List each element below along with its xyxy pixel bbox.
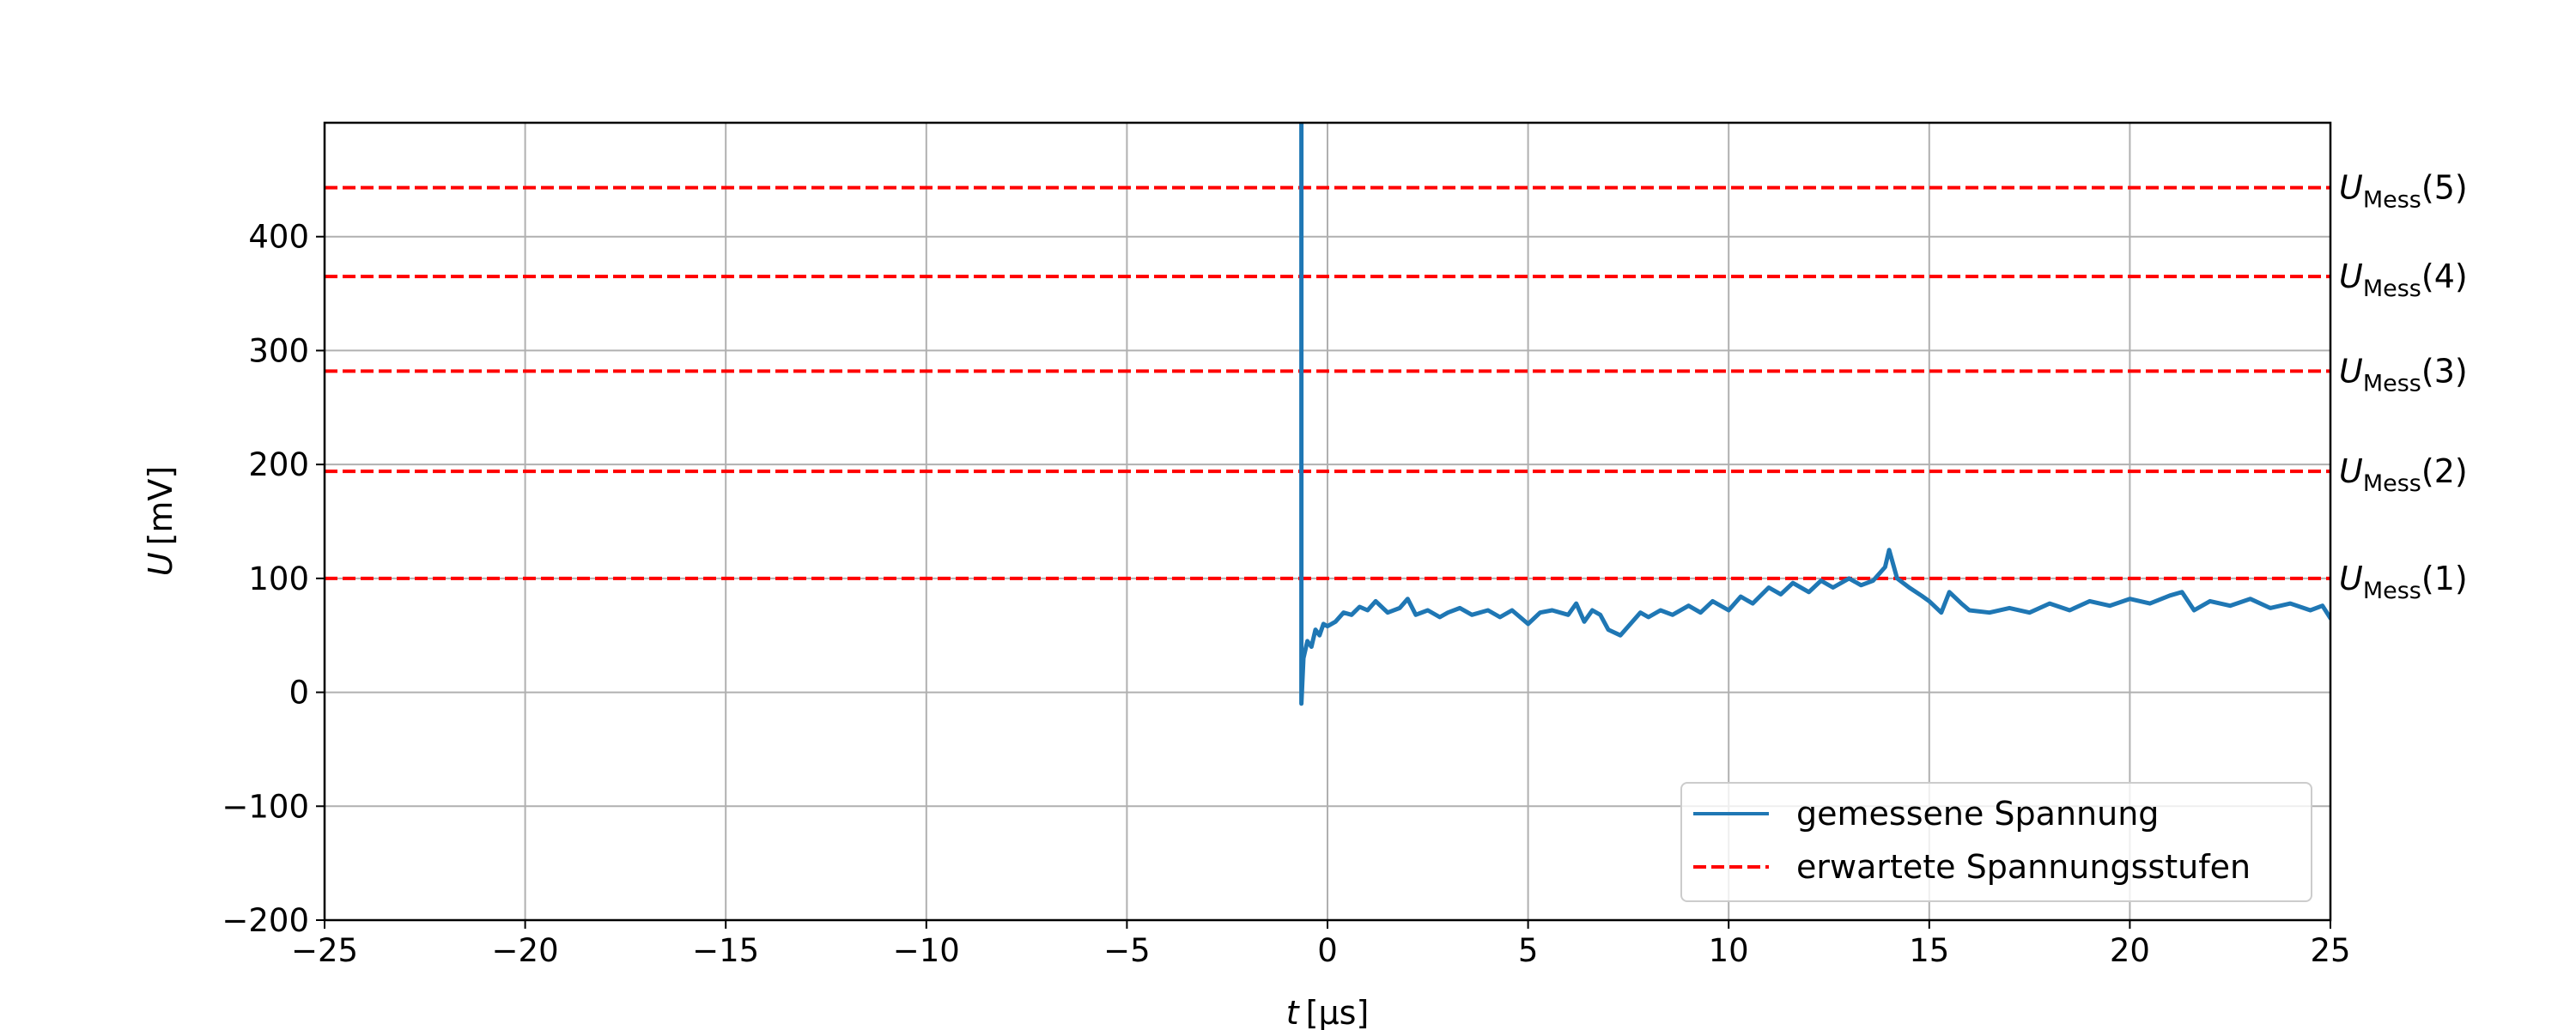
y-tick-label: −200 bbox=[222, 902, 309, 939]
measured-voltage-series bbox=[1299, 123, 2330, 706]
y-tick-label: −100 bbox=[222, 788, 309, 825]
y-tick-label: 0 bbox=[289, 675, 309, 712]
x-tick-label: 25 bbox=[2310, 932, 2350, 969]
x-tick-label: 10 bbox=[1709, 932, 1749, 969]
x-tick-label: −5 bbox=[1103, 932, 1151, 969]
x-tick-label: −10 bbox=[893, 932, 960, 969]
x-tick-label: −20 bbox=[492, 932, 559, 969]
x-tick-label: 20 bbox=[2110, 932, 2150, 969]
legend-label-expected: erwartete Spannungsstufen bbox=[1796, 848, 2251, 886]
level-label: UMess(2) bbox=[2339, 452, 2468, 497]
legend: gemessene Spannung erwartete Spannungsst… bbox=[1680, 782, 2312, 902]
expected-voltage-levels bbox=[325, 185, 2330, 580]
x-tick-label: −15 bbox=[692, 932, 759, 969]
x-axis-label: t [µs] bbox=[1286, 994, 1370, 1030]
y-tick-label: 400 bbox=[248, 219, 309, 256]
x-tick-label: −25 bbox=[291, 932, 358, 969]
level-label: UMess(3) bbox=[2339, 352, 2468, 397]
x-tick-label: 0 bbox=[1317, 932, 1338, 969]
x-axis-unit: [µs] bbox=[1306, 994, 1370, 1030]
legend-label-measured: gemessene Spannung bbox=[1796, 795, 2159, 833]
y-tick-label: 200 bbox=[248, 446, 309, 483]
level-label: UMess(5) bbox=[2339, 169, 2468, 214]
level-label: UMess(1) bbox=[2339, 560, 2468, 604]
y-tick-label: 100 bbox=[248, 560, 309, 597]
x-tick-label: 15 bbox=[1909, 932, 1949, 969]
level-label: UMess(4) bbox=[2339, 258, 2468, 302]
y-axis-unit: [mV] bbox=[142, 466, 179, 546]
x-axis-symbol: t bbox=[1286, 994, 1301, 1030]
measured-voltage-line bbox=[1299, 123, 2330, 706]
level-labels: UMess(1) UMess(2) UMess(3) UMess(4) UMess(5) bbox=[2339, 169, 2468, 604]
axis-ticks: −25 −20 −15 −10 −5 0 5 10 15 20 25 −200 −100 0 100 200 3… bbox=[222, 219, 2350, 969]
y-axis-label: U [mV] bbox=[142, 466, 179, 577]
legend-box bbox=[1680, 782, 2312, 902]
y-axis-symbol: U bbox=[142, 552, 179, 576]
y-tick-label: 300 bbox=[248, 332, 309, 369]
x-tick-label: 5 bbox=[1518, 932, 1539, 969]
